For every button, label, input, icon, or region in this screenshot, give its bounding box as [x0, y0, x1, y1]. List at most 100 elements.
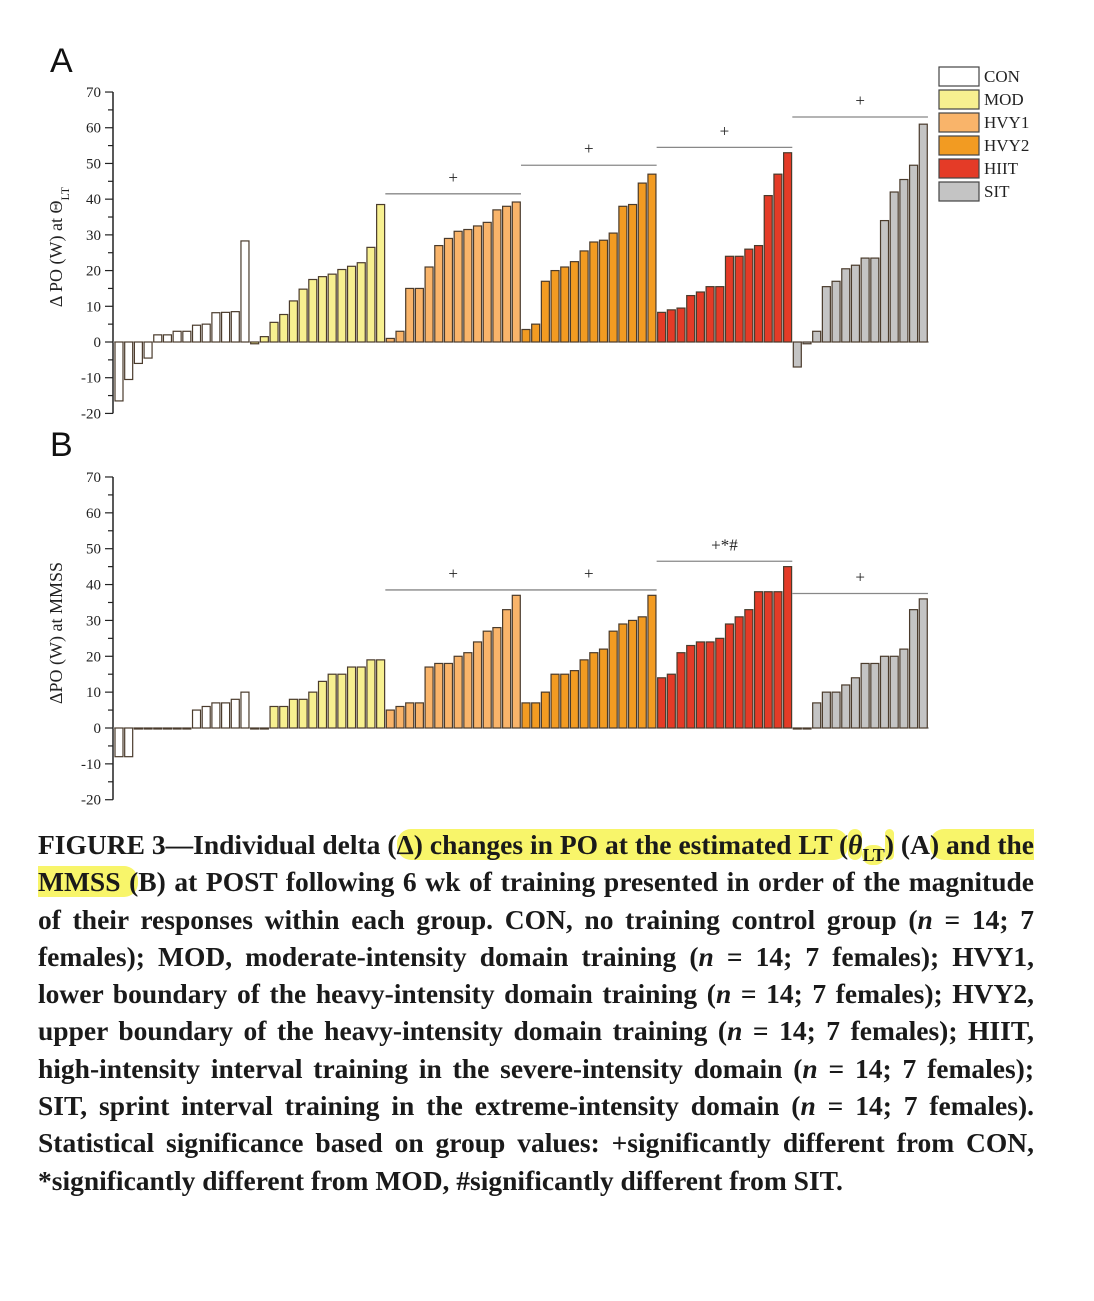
- bar-mod: [327, 273, 337, 343]
- bar-hvy1: [463, 652, 473, 729]
- bar-con: [220, 702, 231, 729]
- bar-con: [182, 330, 192, 343]
- bar-hvy1: [511, 594, 521, 729]
- series-hiit: [657, 566, 793, 729]
- bar-sit: [821, 691, 831, 729]
- legend-label: MOD: [984, 90, 1024, 109]
- bar-hiit: [686, 644, 696, 729]
- bar-mod: [259, 336, 269, 343]
- bar-hiit: [724, 623, 735, 729]
- y-tick-label: 60: [86, 121, 101, 137]
- series-hvy1: [385, 201, 521, 343]
- bar-sit: [889, 191, 899, 343]
- series-con: [114, 240, 250, 402]
- significance-marker: +*#: [711, 535, 738, 554]
- figure-caption: FIGURE 3—Individual delta (Δ) changes in…: [38, 826, 1034, 1199]
- series-hiit: [657, 152, 793, 343]
- bar-hvy1: [472, 225, 483, 343]
- bar-hvy2: [647, 173, 657, 343]
- bar-con: [220, 311, 231, 343]
- legend-label: HVY2: [984, 136, 1029, 155]
- bar-hvy1: [502, 205, 512, 343]
- significance-marker: +: [855, 568, 865, 587]
- panel-letter: B: [50, 426, 73, 464]
- bar-hvy2: [618, 205, 628, 343]
- y-tick-label: -10: [81, 757, 101, 773]
- bar-hiit: [657, 311, 667, 343]
- bar-hvy1: [395, 705, 405, 729]
- bar-sit: [889, 655, 899, 729]
- bar-hvy2: [637, 616, 647, 729]
- caption-segment: θ: [848, 829, 863, 860]
- bar-mod: [327, 673, 337, 729]
- panel-A: A -20 -10 0 10 20 30 40 50 60 70 Δ PO (W) at ΘLT + + +…: [46, 42, 929, 422]
- bar-mod: [346, 265, 357, 343]
- bar-hvy1: [395, 330, 405, 343]
- bar-con: [172, 727, 182, 730]
- bar-mod: [376, 203, 386, 343]
- bar-hvy1: [463, 228, 473, 343]
- bar-con: [153, 334, 163, 343]
- bar-hiit: [763, 194, 773, 343]
- legend-label: HVY1: [984, 113, 1029, 132]
- caption-segment: n: [715, 978, 732, 1010]
- bar-hvy1: [414, 702, 424, 729]
- bar-sit: [841, 268, 851, 343]
- caption-segment: n: [698, 940, 714, 972]
- bar-sit: [879, 655, 890, 729]
- bar-hvy1: [443, 662, 454, 729]
- y-axis-label: ΔPO (W) at MMSS: [46, 562, 67, 704]
- legend-swatch-con: [938, 66, 980, 87]
- bar-sit: [792, 341, 802, 368]
- panel-letter: A: [50, 42, 73, 80]
- series-sit: [792, 123, 928, 368]
- y-tick-label: -20: [81, 406, 101, 422]
- bar-hvy2: [647, 594, 657, 729]
- caption-segment: = 14; 7 females); SIT, sprint interval t…: [38, 1052, 1034, 1122]
- bar-con: [191, 324, 202, 343]
- bar-sit: [792, 727, 802, 730]
- bar-hvy2: [637, 182, 647, 343]
- bar-sit: [802, 727, 812, 730]
- bar-hvy1: [502, 609, 512, 729]
- y-tick-label: 50: [86, 156, 101, 172]
- bar-sit: [841, 684, 851, 729]
- series-con: [114, 691, 250, 758]
- bar-hvy2: [531, 323, 541, 343]
- bar-hiit: [734, 255, 744, 343]
- bar-hvy1: [492, 626, 502, 729]
- bar-con: [162, 334, 173, 343]
- bar-mod: [250, 341, 260, 345]
- bar-hvy2: [521, 702, 531, 729]
- bar-hiit: [724, 255, 735, 343]
- bar-hvy2: [579, 250, 589, 343]
- caption-segment: n: [802, 1052, 818, 1084]
- bar-sit: [812, 330, 822, 343]
- bar-hvy2: [598, 239, 609, 343]
- bar-hiit: [666, 309, 676, 343]
- bar-sit: [850, 677, 861, 729]
- caption-segment: FIGURE 3—Individual delta (: [38, 829, 397, 860]
- bar-con: [230, 698, 240, 729]
- bar-con: [133, 341, 143, 365]
- bar-hvy2: [618, 623, 628, 729]
- bar-hiit: [715, 286, 725, 343]
- bar-hvy1: [414, 287, 424, 343]
- bar-sit: [860, 257, 870, 343]
- legend-swatch-hvy2: [938, 135, 980, 156]
- bar-hiit: [763, 591, 773, 729]
- bar-sit: [812, 702, 822, 729]
- caption-segment: ): [884, 829, 894, 860]
- bar-sit: [908, 164, 919, 343]
- bar-hiit: [783, 566, 793, 729]
- bar-hiit: [753, 591, 764, 729]
- legend-label: HIIT: [984, 159, 1019, 178]
- bar-sit: [821, 286, 831, 343]
- y-tick-label: 60: [86, 506, 101, 522]
- bar-con: [124, 341, 134, 381]
- bar-hvy2: [608, 630, 618, 729]
- bar-sit: [918, 598, 928, 729]
- bar-mod: [269, 321, 279, 343]
- bar-con: [191, 709, 202, 729]
- bar-sit: [918, 123, 928, 343]
